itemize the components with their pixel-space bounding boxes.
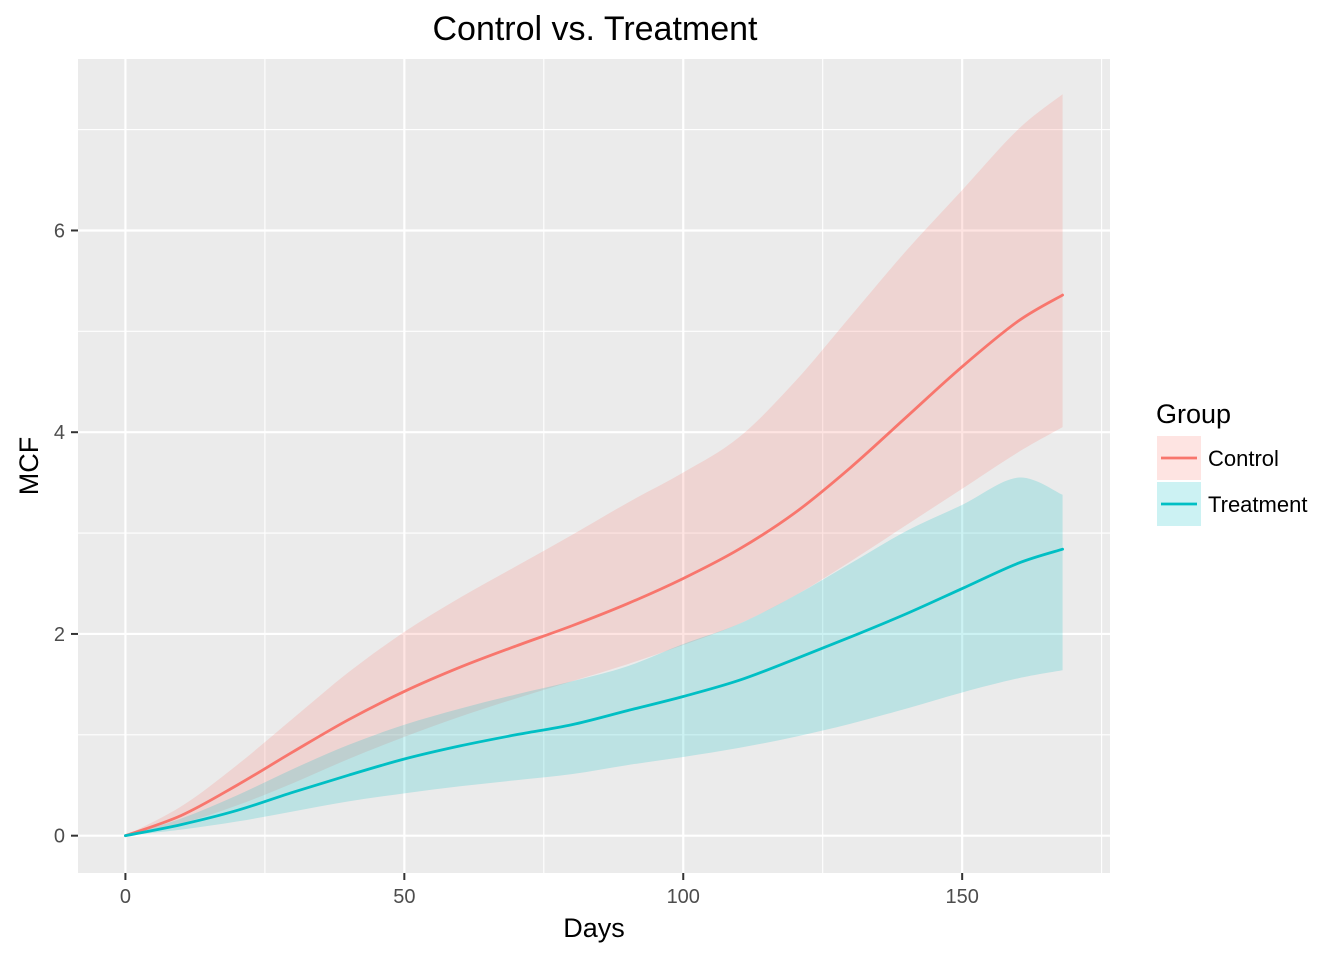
control-confidence-band <box>125 94 1063 836</box>
x-axis-title: Days <box>563 913 625 943</box>
legend-treatment-label: Treatment <box>1208 492 1307 517</box>
x-tick-label: 100 <box>667 886 700 908</box>
confidence-ribbons <box>125 94 1063 836</box>
series-lines <box>124 293 1064 838</box>
legend: Group Control Treatment <box>1156 399 1307 526</box>
x-axis: 0 50 100 150 <box>120 873 979 908</box>
treatment-confidence-band <box>125 477 1063 836</box>
minor-gridlines <box>78 59 1110 873</box>
legend-title: Group <box>1156 399 1231 429</box>
treatment-series-line <box>124 547 1064 838</box>
chart-title: Control vs. Treatment <box>432 10 758 48</box>
y-tick-label: 0 <box>54 826 65 848</box>
y-axis-title: MCF <box>14 437 44 495</box>
y-tick-label: 4 <box>54 422 65 444</box>
x-tick-label: 50 <box>393 886 415 908</box>
x-tick-label: 150 <box>945 886 978 908</box>
x-tick-label: 0 <box>120 886 131 908</box>
y-tick-label: 6 <box>54 220 65 242</box>
y-axis: 0 2 4 6 <box>54 220 78 848</box>
major-gridlines <box>78 59 1110 873</box>
control-series-line <box>124 293 1064 838</box>
legend-items: Control Treatment <box>1157 436 1307 526</box>
y-tick-label: 2 <box>54 624 65 646</box>
plot-panel <box>78 59 1110 873</box>
legend-control-label: Control <box>1208 446 1279 471</box>
